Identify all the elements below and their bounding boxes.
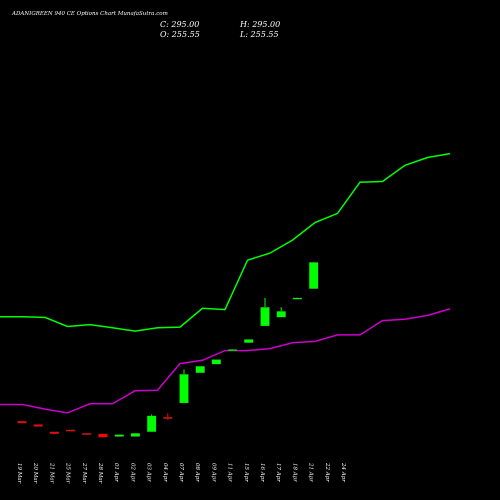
candle bbox=[49, 431, 60, 435]
high-value: H: 295.00 bbox=[239, 20, 280, 29]
upper-band-line bbox=[0, 152, 451, 332]
candle bbox=[82, 433, 92, 435]
candle bbox=[276, 307, 286, 318]
x-tick-label: 07 Apr bbox=[178, 463, 184, 482]
candle-body bbox=[146, 415, 157, 433]
x-tick-label: 01 Apr bbox=[113, 463, 119, 482]
x-axis-ticks: 19 Mar 20 Mar 21 Mar 25 Mar 27 Mar 28 Mar 01 A… bbox=[16, 462, 346, 484]
low-value: L: 255.55 bbox=[239, 30, 279, 39]
x-tick-label: 15 Apr bbox=[243, 463, 249, 482]
x-tick-label: 09 Apr bbox=[210, 463, 216, 482]
candle-body bbox=[244, 339, 254, 343]
candle bbox=[130, 433, 141, 437]
lower-band-line bbox=[0, 308, 451, 414]
candle bbox=[33, 424, 43, 427]
candle-body bbox=[17, 420, 27, 424]
candle bbox=[98, 433, 108, 438]
candle-body bbox=[292, 297, 303, 300]
candle-body bbox=[211, 359, 222, 365]
x-tick-label: 11 Apr bbox=[227, 463, 233, 482]
close-value: C: 295.00 bbox=[160, 20, 199, 29]
candle-body bbox=[65, 429, 76, 432]
x-tick-label: 25 Mar bbox=[65, 462, 71, 484]
candle bbox=[163, 413, 173, 420]
x-tick-label: 21 Apr bbox=[308, 462, 314, 482]
candle-body bbox=[114, 434, 124, 437]
candle bbox=[244, 339, 254, 343]
x-tick-label: 20 Mar bbox=[32, 462, 38, 484]
candle-body bbox=[49, 431, 60, 435]
x-tick-label: 21 Mar bbox=[48, 462, 54, 484]
candle-body bbox=[260, 307, 270, 327]
candle bbox=[17, 420, 27, 424]
candle bbox=[65, 429, 76, 432]
candle-body bbox=[163, 416, 173, 419]
candle-body bbox=[308, 262, 319, 289]
candle bbox=[114, 434, 124, 437]
candle-body bbox=[276, 311, 286, 318]
candle-body bbox=[179, 374, 189, 404]
candles bbox=[17, 262, 319, 438]
candle bbox=[179, 369, 189, 404]
chart-title: ADANIGREEN 940 CE Options Chart MunafaSu… bbox=[11, 11, 168, 17]
candle bbox=[260, 297, 270, 327]
x-tick-label: 28 Mar bbox=[97, 462, 103, 484]
candle bbox=[146, 414, 157, 433]
candle-body bbox=[195, 366, 205, 374]
x-tick-label: 17 Apr bbox=[275, 463, 281, 482]
x-tick-label: 08 Apr bbox=[194, 463, 200, 482]
candle bbox=[211, 359, 222, 365]
x-tick-label: 18 Apr bbox=[291, 463, 297, 482]
x-tick-label: 16 Apr bbox=[259, 463, 265, 482]
open-value: O: 255.55 bbox=[160, 30, 200, 39]
candle bbox=[227, 349, 238, 352]
x-tick-label: 24 Apr bbox=[340, 462, 346, 482]
candle-body bbox=[130, 433, 141, 437]
candle bbox=[195, 366, 205, 374]
candle bbox=[292, 297, 303, 300]
x-tick-label: 03 Apr bbox=[146, 463, 152, 482]
x-tick-label: 27 Mar bbox=[81, 462, 87, 484]
x-tick-label: 19 Mar bbox=[16, 463, 22, 484]
candle-body bbox=[33, 424, 43, 427]
candle-body bbox=[82, 433, 92, 435]
x-tick-label: 02 Apr bbox=[129, 463, 135, 482]
candle bbox=[308, 262, 319, 289]
candle-body bbox=[227, 349, 238, 352]
indicator-bands bbox=[0, 152, 451, 414]
x-tick-label: 22 Apr bbox=[324, 462, 330, 482]
candle-body bbox=[98, 433, 108, 438]
x-tick-label: 04 Apr bbox=[162, 463, 168, 482]
